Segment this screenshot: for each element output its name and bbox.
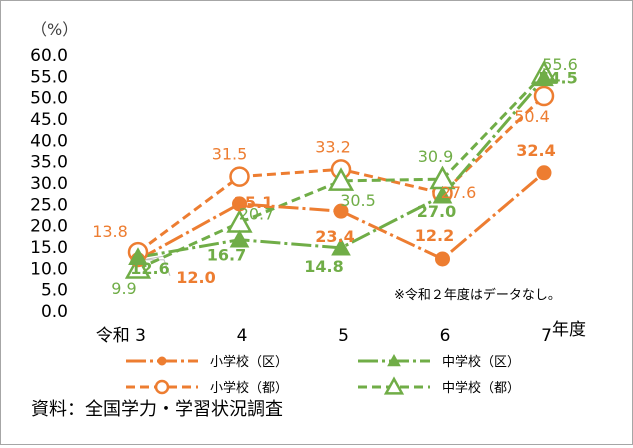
data-label: 33.2	[315, 137, 351, 156]
y-unit-label: （%）	[31, 20, 78, 39]
x-axis-ticks: 令和 3 4 5 6 7 年度	[96, 320, 586, 346]
y-tick-label: 55.0	[30, 67, 68, 87]
x-axis-suffix: 年度	[552, 320, 586, 340]
y-tick-label: 45.0	[30, 110, 68, 130]
data-label: 30.9	[418, 147, 454, 166]
y-tick-label: 25.0	[30, 195, 68, 215]
data-label: 25.1	[234, 193, 273, 212]
y-axis-ticks: 0.05.010.015.020.025.030.035.040.045.050…	[30, 46, 68, 322]
leader-lines	[143, 255, 171, 276]
data-label: 12.2	[415, 226, 454, 245]
x-tick-label: 令和 3	[96, 326, 146, 346]
y-tick-label: 60.0	[30, 46, 68, 66]
data-label: 31.5	[212, 145, 248, 164]
data-labels: 12.0 25.1 23.4 12.2 32.4 12.6 16.7 14.8 27.0 54.5…	[92, 55, 578, 298]
series-markers	[124, 60, 558, 279]
data-label: 27.6	[441, 183, 477, 202]
data-label: 12.0	[176, 268, 215, 287]
data-label: 55.6	[542, 55, 578, 74]
y-tick-label: 0.0	[41, 302, 68, 322]
y-tick-label: 15.0	[30, 238, 68, 258]
y-tick-label: 20.0	[30, 217, 68, 237]
y-tick-label: 40.0	[30, 131, 68, 151]
x-tick-label: 5	[338, 326, 349, 346]
data-label: 27.0	[417, 202, 456, 221]
data-point	[232, 196, 247, 212]
data-point	[229, 166, 250, 187]
y-tick-label: 10.0	[30, 259, 68, 279]
data-point	[435, 251, 450, 267]
legend-item: 小学校（都）	[126, 379, 288, 396]
x-tick-label: 4	[237, 326, 248, 346]
data-point	[534, 68, 554, 87]
data-point	[128, 247, 148, 265]
data-label: 20.7	[239, 205, 275, 224]
y-tick-label: 30.0	[30, 174, 68, 194]
data-point	[536, 165, 552, 181]
legend-label: 小学校（都）	[210, 380, 288, 396]
data-label: 30.5	[340, 191, 376, 210]
data-point	[157, 356, 167, 366]
data-label: 32.4	[516, 141, 555, 160]
data-point	[327, 167, 355, 191]
legend: 小学校（区） 中学校（区） 小学校（都） 中学校（都）	[126, 353, 520, 396]
leader-line	[146, 259, 171, 276]
data-label: 9.9	[111, 279, 136, 298]
data-label: 23.4	[315, 227, 354, 246]
data-label: 13.8	[92, 222, 128, 241]
data-point	[331, 237, 351, 256]
data-point	[533, 85, 555, 107]
legend-item: 中学校（都）	[358, 376, 520, 396]
data-label: 16.7	[207, 246, 246, 265]
y-tick-label: 50.0	[30, 89, 68, 109]
y-tick-label: 35.0	[30, 153, 68, 173]
chart-annotation: ※令和２年度はデータなし。	[394, 287, 561, 303]
legend-label: 小学校（区）	[210, 354, 288, 370]
series-line	[137, 72, 546, 271]
leader-line	[143, 255, 167, 261]
source-note: 資料：全国学力・学習状況調査	[31, 399, 283, 420]
data-point	[154, 379, 170, 395]
data-label: 54.5	[538, 68, 577, 87]
data-point	[387, 353, 401, 367]
x-tick-label: 6	[440, 326, 451, 346]
legend-label: 中学校（区）	[442, 354, 520, 370]
data-point	[383, 376, 405, 395]
legend-item: 小学校（区）	[126, 354, 288, 370]
data-point	[124, 255, 152, 279]
data-point	[229, 229, 250, 248]
data-label: 12.6	[130, 259, 169, 278]
data-label: 14.8	[304, 257, 343, 276]
data-label: 50.4	[514, 107, 550, 126]
x-tick-label: 7	[541, 326, 552, 346]
legend-item: 中学校（区）	[358, 353, 520, 370]
data-point	[333, 203, 349, 219]
data-point	[432, 185, 453, 204]
legend-label: 中学校（都）	[442, 380, 520, 396]
y-tick-label: 5.0	[41, 281, 68, 301]
